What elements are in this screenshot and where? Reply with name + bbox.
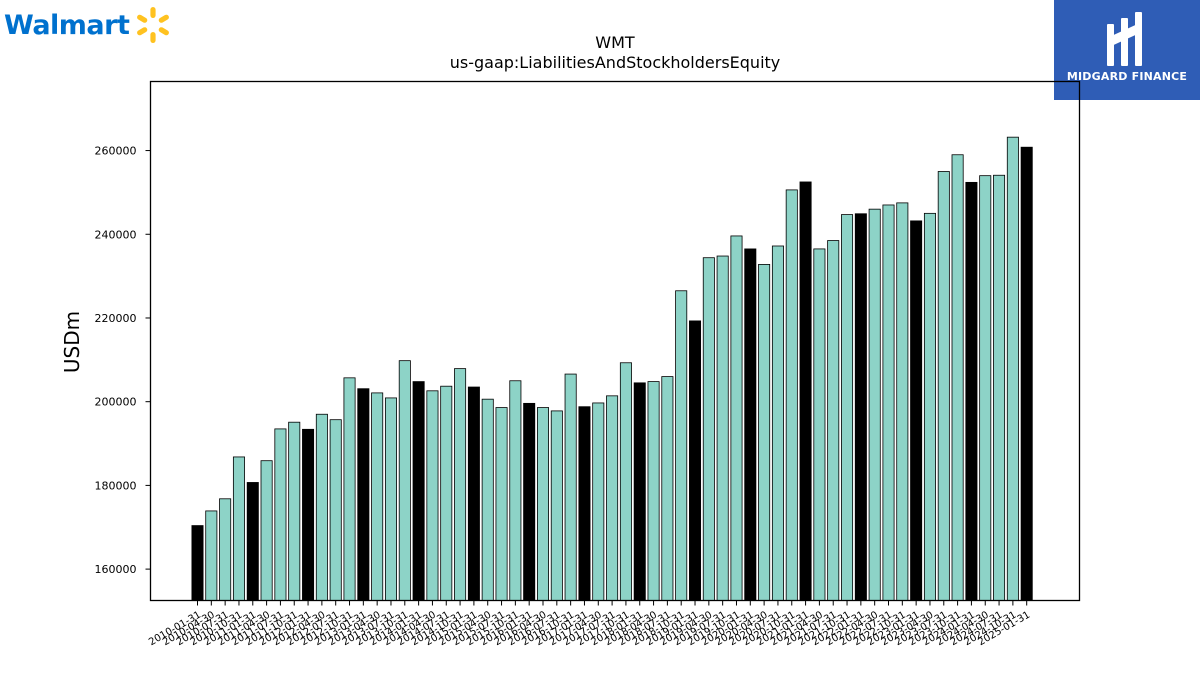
bar-2013-10-31 [398, 360, 411, 601]
bar-2017-07-31 [606, 395, 619, 601]
bar-2023-01-31 [910, 220, 923, 601]
bar-2022-04-30 [868, 208, 881, 601]
bar-2013-07-31 [384, 397, 397, 601]
bar-2022-01-31 [854, 213, 867, 601]
bar-2023-04-30 [923, 212, 936, 601]
bar-2015-10-31 [509, 380, 522, 601]
midgard-logo-text: MIDGARD FINANCE [1066, 70, 1188, 83]
bar-2012-04-30 [315, 413, 328, 601]
bar-2019-04-30 [702, 257, 715, 601]
walmart-logo-text: Walmart [4, 9, 130, 41]
y-tick-label: 160000 [95, 563, 137, 576]
bar-2018-01-31 [633, 382, 646, 601]
bar-2015-04-30 [481, 398, 494, 601]
bar-2019-01-31 [689, 320, 702, 601]
midgard-emblem-icon [1107, 12, 1142, 66]
y-axis-label: USDm [60, 311, 84, 373]
bar-2024-10-31 [1006, 136, 1019, 601]
bar-2017-10-31 [619, 362, 632, 601]
bar-2021-04-30 [813, 248, 826, 601]
bar-2021-01-31 [799, 181, 812, 601]
bar-2016-04-30 [537, 407, 550, 601]
chart-subtitle: us-gaap:LiabilitiesAndStockholdersEquity [450, 53, 781, 72]
walmart-spark-icon [137, 7, 170, 43]
bar-2020-04-30 [758, 264, 771, 601]
bar-2022-07-31 [882, 204, 895, 601]
plot-frame [149, 80, 1081, 602]
y-tick-label: 240000 [95, 228, 137, 241]
bar-2021-10-31 [841, 214, 854, 601]
chart-title: WMT [595, 33, 635, 52]
bar-2011-07-31 [274, 428, 287, 601]
bar-2010-04-30 [205, 510, 218, 601]
bar-2015-01-31 [467, 386, 480, 601]
bar-2017-01-31 [578, 406, 591, 601]
bar-2016-01-31 [523, 402, 536, 601]
bar-2014-10-31 [454, 368, 467, 601]
bar-2012-10-31 [343, 377, 356, 601]
x-axis: 2010-01-312010-04-302010-07-312010-10-31… [147, 600, 1032, 648]
bar-series [191, 136, 1033, 601]
bar-2024-01-31 [965, 181, 978, 601]
bar-2020-07-31 [771, 245, 784, 601]
bar-2019-07-31 [716, 255, 729, 601]
bar-2023-07-31 [937, 171, 950, 601]
bar-2014-07-31 [440, 385, 453, 601]
bar-2017-04-30 [592, 402, 605, 601]
bar-2025-01-31 [1020, 146, 1033, 601]
bar-2018-07-31 [661, 376, 674, 601]
bar-2014-04-30 [426, 390, 439, 601]
bar-2010-10-31 [232, 456, 245, 601]
walmart-logo: Walmart [4, 2, 174, 48]
bar-2011-01-31 [246, 482, 259, 601]
bar-2021-07-31 [827, 240, 840, 601]
bar-2012-01-31 [302, 428, 315, 601]
y-tick-label: 200000 [95, 396, 137, 409]
y-tick-label: 260000 [95, 145, 137, 158]
bar-2024-04-30 [979, 175, 992, 601]
y-tick-label: 180000 [95, 479, 137, 492]
bar-2016-10-31 [564, 373, 577, 601]
bar-2013-01-31 [357, 388, 370, 601]
bar-2013-04-30 [371, 392, 384, 601]
bar-2016-07-31 [550, 410, 563, 601]
bar-2018-04-30 [647, 381, 660, 601]
bar-2020-10-31 [785, 189, 798, 601]
bar-2010-07-31 [219, 498, 232, 601]
bar-2011-10-31 [288, 421, 301, 601]
bar-2023-10-31 [951, 154, 964, 601]
y-tick-label: 220000 [95, 312, 137, 325]
bar-2014-01-31 [412, 381, 425, 601]
midgard-finance-logo: MIDGARD FINANCE [1054, 0, 1200, 100]
bar-2019-10-31 [730, 235, 743, 601]
bar-2024-07-31 [993, 174, 1006, 601]
bar-2018-10-31 [675, 290, 688, 601]
y-axis: 160000 180000 200000 220000 240000 260000 [95, 145, 151, 576]
bar-2015-07-31 [495, 407, 508, 601]
bar-2020-01-31 [744, 248, 757, 601]
bar-2010-01-31 [191, 525, 204, 601]
bar-2012-07-31 [329, 419, 342, 601]
bar-2011-04-30 [260, 460, 273, 601]
bar-2022-10-31 [896, 202, 909, 601]
